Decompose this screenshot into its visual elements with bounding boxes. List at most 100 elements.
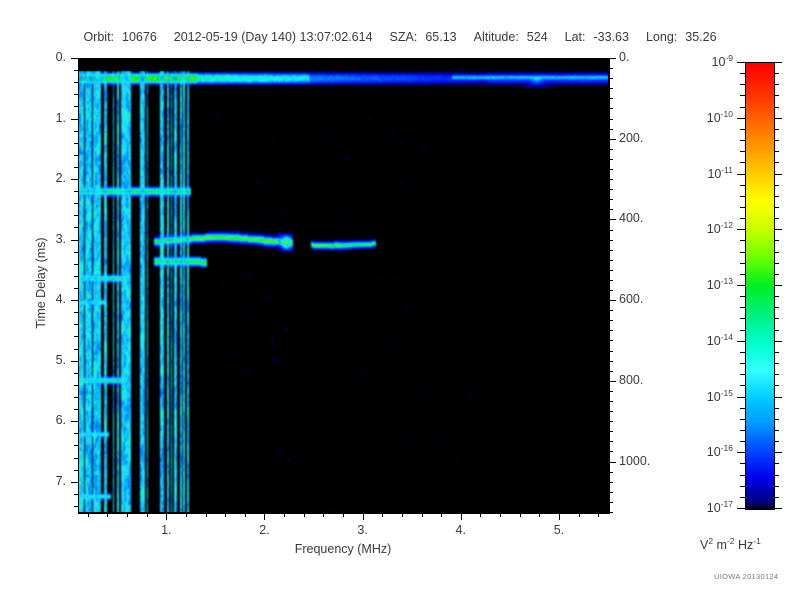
x-axis-major-tick xyxy=(559,513,560,520)
orbit-label: Orbit: xyxy=(83,30,115,44)
y2-axis-minor-tick xyxy=(609,280,613,281)
colorbar-minor-tick xyxy=(774,430,779,431)
y2-axis-minor-tick xyxy=(609,149,613,150)
x-axis-minor-tick xyxy=(539,513,540,517)
y-axis-tick-label: 2. xyxy=(55,171,66,186)
x-axis-minor-tick xyxy=(480,513,481,517)
colorbar-minor-tick xyxy=(740,318,745,319)
x-axis-minor-tick xyxy=(147,513,148,517)
colorbar-minor-tick xyxy=(774,185,779,186)
x-axis-minor-tick xyxy=(304,513,305,517)
y-axis-major-tick xyxy=(71,482,78,483)
y-axis-minor-tick xyxy=(74,203,78,204)
y-axis-minor-tick xyxy=(74,458,78,459)
y2-axis-major-tick xyxy=(609,300,616,301)
y-axis-minor-tick xyxy=(74,288,78,289)
colorbar-minor-tick xyxy=(774,196,779,197)
colorbar-minor-tick xyxy=(774,151,779,152)
colorbar-minor-tick xyxy=(740,151,745,152)
colorbar-minor-tick xyxy=(774,330,779,331)
y-axis-tick-label: 5. xyxy=(55,352,66,367)
colorbar-minor-tick xyxy=(774,408,779,409)
colorbar-minor-tick xyxy=(740,252,745,253)
colorbar-major-tick xyxy=(774,62,782,63)
colorbar-minor-tick xyxy=(774,385,779,386)
y-axis-tick-label: 6. xyxy=(55,413,66,428)
y2-axis-minor-tick xyxy=(609,260,613,261)
lat-value: -33.63 xyxy=(593,30,629,44)
colorbar-major-tick xyxy=(737,341,745,342)
long-value: 35.26 xyxy=(685,30,717,44)
y2-axis-minor-tick xyxy=(609,78,613,79)
y-axis-minor-tick xyxy=(74,494,78,495)
x-axis-minor-tick xyxy=(598,513,599,517)
colorbar-minor-tick xyxy=(740,330,745,331)
colorbar-minor-tick xyxy=(774,84,779,85)
colorbar-major-tick xyxy=(737,285,745,286)
y2-axis-minor-tick xyxy=(609,230,613,231)
y2-axis-tick-label: 800. xyxy=(619,372,644,387)
y2-axis-minor-tick xyxy=(609,290,613,291)
y2-axis-minor-tick xyxy=(609,441,613,442)
y-axis-minor-tick xyxy=(74,349,78,350)
colorbar-major-tick xyxy=(774,174,782,175)
altitude-label: Altitude: xyxy=(473,30,519,44)
colorbar-tick-label: 10-10 xyxy=(706,109,733,126)
x-axis-major-tick xyxy=(461,513,462,520)
long-label: Long: xyxy=(645,30,678,44)
y-axis-minor-tick xyxy=(74,191,78,192)
colorbar-minor-tick xyxy=(740,218,745,219)
colorbar-minor-tick xyxy=(740,84,745,85)
colorbar-minor-tick xyxy=(774,73,779,74)
colorbar-major-tick xyxy=(737,174,745,175)
x-axis-tick-label: 1. xyxy=(161,523,172,537)
colorbar-minor-tick xyxy=(774,441,779,442)
x-axis-line xyxy=(78,512,609,513)
colorbar-minor-tick xyxy=(740,307,745,308)
x-axis-major-tick xyxy=(166,513,167,520)
colorbar-minor-tick xyxy=(774,107,779,108)
x-axis-minor-tick xyxy=(422,513,423,517)
y-axis-minor-tick xyxy=(74,409,78,410)
colorbar-minor-tick xyxy=(740,441,745,442)
x-axis-major-tick xyxy=(363,513,364,520)
y-axis-minor-tick xyxy=(74,215,78,216)
x-axis-tick-label: 4. xyxy=(455,523,466,537)
colorbar-minor-tick xyxy=(740,486,745,487)
y2-axis-minor-tick xyxy=(609,179,613,180)
lat-label: Lat: xyxy=(564,30,586,44)
y-axis-minor-tick xyxy=(74,324,78,325)
y2-axis-minor-tick xyxy=(609,371,613,372)
y-axis-major-tick xyxy=(71,361,78,362)
colorbar-minor-tick xyxy=(774,95,779,96)
y2-axis-minor-tick xyxy=(609,391,613,392)
colorbar-minor-tick xyxy=(774,463,779,464)
y-axis-tick-label: 7. xyxy=(55,473,66,488)
y2-axis-minor-tick xyxy=(609,159,613,160)
figure-header: Orbit: 10676 2012-05-19 (Day 140) 13:07:02… xyxy=(0,30,800,44)
y2-axis-major-tick xyxy=(609,58,616,59)
x-axis-minor-tick xyxy=(343,513,344,517)
sza-value: 65.13 xyxy=(425,30,457,44)
altitude-value: 524 xyxy=(526,30,548,44)
colorbar-major-tick xyxy=(774,118,782,119)
y-axis-minor-tick xyxy=(74,433,78,434)
colorbar-minor-tick xyxy=(774,263,779,264)
colorbar-minor-tick xyxy=(774,207,779,208)
y2-axis-tick-label: 1000. xyxy=(619,453,651,468)
colorbar-major-tick xyxy=(774,285,782,286)
colorbar-minor-tick xyxy=(774,218,779,219)
y2-axis-minor-tick xyxy=(609,98,613,99)
colorbar-major-tick xyxy=(774,508,782,509)
observation-datetime: 2012-05-19 (Day 140) 13:07:02.614 xyxy=(173,30,373,44)
y2-axis-minor-tick xyxy=(609,340,613,341)
colorbar-minor-tick xyxy=(740,73,745,74)
x-axis-minor-tick xyxy=(402,513,403,517)
colorbar-minor-tick xyxy=(740,107,745,108)
x-axis-title: Frequency (MHz) xyxy=(294,542,392,556)
colorbar-tick-label: 10-9 xyxy=(711,53,733,70)
colorbar-minor-tick xyxy=(740,185,745,186)
y-axis-major-tick xyxy=(71,240,78,241)
colorbar-major-tick xyxy=(774,229,782,230)
colorbar-minor-tick xyxy=(740,385,745,386)
